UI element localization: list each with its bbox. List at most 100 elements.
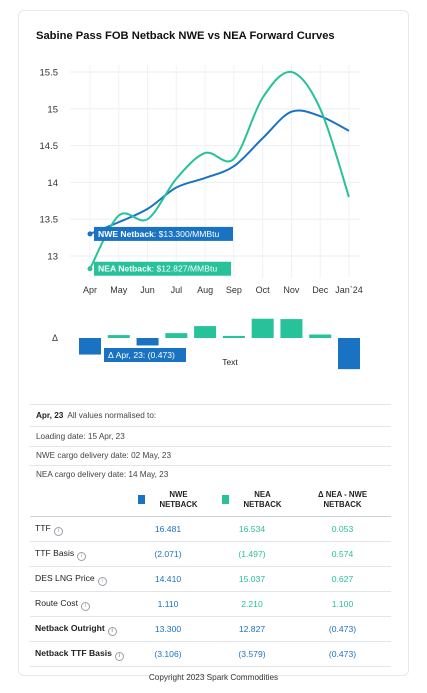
delta-value: 0.574 <box>331 549 354 559</box>
row-label: TTF i <box>30 517 126 542</box>
y-tick-label: 14 <box>47 178 58 189</box>
x-tick-label: Nov <box>283 285 300 295</box>
table-row: TTF i 16.481 16.534 0.053 <box>30 517 391 542</box>
nea-value: 12.827 <box>238 624 266 634</box>
nwe-legend-swatch <box>138 495 146 505</box>
row-label: Netback TTF Basis i <box>30 642 126 667</box>
table-header-nwe: NWE NETBACK <box>126 484 210 517</box>
delta-value: 0.053 <box>331 524 354 534</box>
x-tick-label: Jul <box>171 285 183 295</box>
forward-curve-chart[interactable]: 13 13.5 14 14.5 15 15.5 Apr May Jun Jul Aug Sep Oct N… <box>0 50 427 350</box>
info-icon[interactable]: i <box>107 626 117 636</box>
nea-value: 15.037 <box>238 574 266 584</box>
nea-tooltip-colon: : <box>152 264 157 274</box>
divider <box>30 446 391 447</box>
delta-bar[interactable] <box>338 338 360 370</box>
delta-tooltip-box <box>104 348 186 362</box>
nwe-tooltip-text: NWE Netback: $13.300/MMBtu <box>98 229 220 239</box>
nwe-value: (3.106) <box>154 649 182 659</box>
info-icon[interactable]: i <box>53 526 63 536</box>
loading-date: Loading date: 15 Apr, 23 <box>36 432 125 441</box>
nea-tooltip-box <box>94 261 231 276</box>
x-tick-label: Sep <box>226 285 242 295</box>
nea-netback-line[interactable] <box>89 70 350 270</box>
info-date: Apr, 23 <box>36 411 64 420</box>
table-header-delta: Δ NEA - NWE NETBACK <box>317 490 368 509</box>
y-tick-label: 13 <box>47 252 58 263</box>
nea-value: 2.210 <box>241 599 263 609</box>
delta-bar[interactable] <box>194 326 217 338</box>
y-tick-label: 15.5 <box>40 68 59 79</box>
x-tick-label: Jun <box>140 285 155 295</box>
chart-title: Sabine Pass FOB Netback NWE vs NEA Forwa… <box>36 30 335 42</box>
table-row: TTF Basis i (2.071) (1.497) 0.574 <box>30 542 391 567</box>
table-header-nea: NEA NETBACK <box>210 484 294 517</box>
row-label: DES LNG Price i <box>30 567 126 592</box>
delta-bar[interactable] <box>280 319 303 338</box>
y-tick-label: 13.5 <box>40 215 59 226</box>
delta-value: 1.100 <box>331 599 354 609</box>
divider <box>30 465 391 466</box>
x-tick-label: May <box>110 285 128 295</box>
nwe-tooltip-box <box>94 226 233 241</box>
delta-bar[interactable] <box>251 318 274 338</box>
nea-tooltip-text: NEA Netback: $12.827/MMBtu <box>98 264 217 274</box>
table-row: Netback Outright i 13.300 12.827 (0.473) <box>30 617 391 642</box>
nea-legend-swatch <box>222 495 230 505</box>
nwe-tooltip-colon: : <box>154 229 159 239</box>
nwe-value: 16.481 <box>154 524 182 534</box>
delta-bar-chart[interactable]: Δ Text Δ Apr, 23: (0.473) <box>0 310 427 370</box>
nea-hover-point <box>87 266 93 272</box>
row-label: Netback Outright i <box>30 617 126 642</box>
delta-bar[interactable] <box>222 335 245 338</box>
nea-header-label: NEA NETBACK <box>243 490 282 509</box>
x-tick-label: Aug <box>197 285 213 295</box>
table-row: Route Cost i 1.110 2.210 1.100 <box>30 592 391 617</box>
nea-delivery-date: NEA cargo delivery date: 14 May, 23 <box>36 470 169 479</box>
delta-bar[interactable] <box>165 333 188 338</box>
nwe-header-label: NWE NETBACK <box>159 490 198 509</box>
info-icon[interactable]: i <box>114 651 124 661</box>
netback-table: NWE NETBACK NEA NETBACK Δ NEA - NWE NETB… <box>30 484 391 667</box>
x-tick-label: Oct <box>256 285 271 295</box>
nwe-value: (2.071) <box>154 549 182 559</box>
nea-value: 16.534 <box>238 524 266 534</box>
delta-value: (0.473) <box>328 649 357 659</box>
nwe-value: 13.300 <box>154 624 182 634</box>
nwe-tooltip: NWE Netback: $13.300/MMBtu <box>94 226 233 241</box>
delta-value: (0.473) <box>328 624 357 634</box>
y-tick-label: 15 <box>47 104 58 115</box>
info-icon[interactable]: i <box>77 551 87 561</box>
table-header-blank <box>30 484 126 517</box>
delta-tooltip: Δ Apr, 23: (0.473) <box>104 348 186 362</box>
info-normalised-note: All values normalised to: <box>67 411 157 420</box>
x-tick-label: Jan`24 <box>335 285 363 295</box>
footer-copyright: Copyright 2023 Spark Commodities <box>148 673 279 682</box>
nea-tooltip: NEA Netback: $12.827/MMBtu <box>94 261 231 276</box>
table-row: Netback TTF Basis i (3.106) (3.579) (0.473) <box>30 642 391 667</box>
table-row: DES LNG Price i 14.410 15.037 0.627 <box>30 567 391 592</box>
divider <box>30 426 391 427</box>
delta-bar[interactable] <box>309 334 332 339</box>
row-label: Route Cost i <box>30 592 126 617</box>
delta-tooltip-text: Δ Apr, 23: (0.473) <box>108 350 175 360</box>
delta-bar[interactable] <box>136 338 159 346</box>
x-tick-label: Apr <box>83 285 97 295</box>
nwe-value: 14.410 <box>154 574 182 584</box>
x-tick-label: Dec <box>312 285 329 295</box>
nwe-delivery-date: NWE cargo delivery date: 02 May, 23 <box>36 451 172 460</box>
info-icon[interactable]: i <box>97 576 107 586</box>
nea-value: (3.579) <box>238 649 266 659</box>
delta-bar[interactable] <box>79 338 101 355</box>
delta-value: 0.627 <box>331 574 354 584</box>
delta-x-label: Text <box>222 357 238 367</box>
nea-value: (1.497) <box>238 549 266 559</box>
nwe-hover-point <box>87 231 93 237</box>
delta-bar[interactable] <box>107 335 130 338</box>
delta-axis-label: Δ <box>52 333 58 343</box>
info-icon[interactable]: i <box>81 601 90 611</box>
info-date-line: Apr, 23 All values normalised to: <box>36 411 156 420</box>
row-label: TTF Basis i <box>30 542 126 567</box>
table-header-row: NWE NETBACK NEA NETBACK Δ NEA - NWE NETB… <box>30 484 391 517</box>
nwe-value: 1.110 <box>157 599 179 609</box>
